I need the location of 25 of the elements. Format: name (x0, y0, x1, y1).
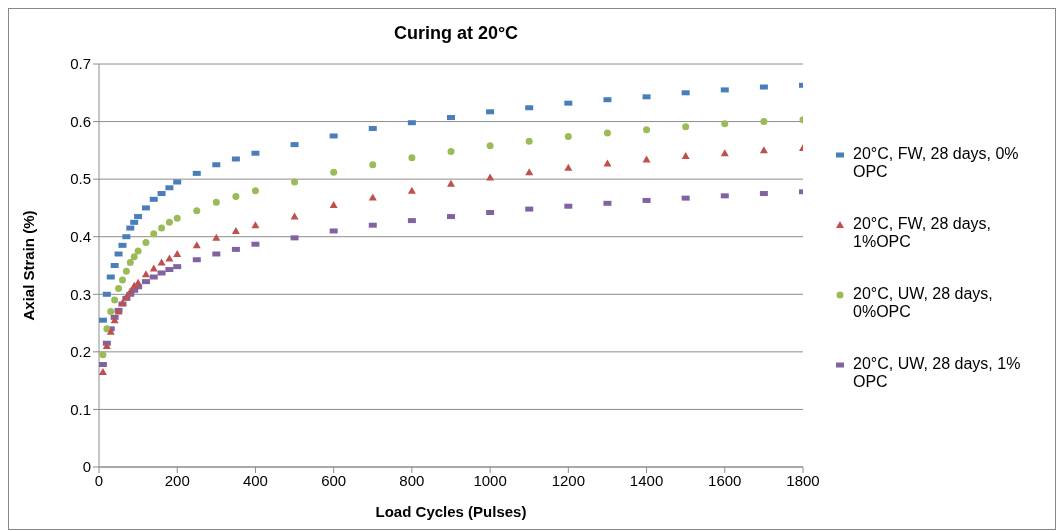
legend-label: 20°C, UW, 28 days, 1% OPC (853, 355, 1022, 391)
x-tick-label: 400 (242, 471, 268, 489)
y-tick-label: 0.2 (70, 343, 91, 361)
y-tick-label: 0 (82, 458, 91, 476)
x-axis-title: Load Cycles (Pulses) (375, 503, 527, 520)
x-tick-label: 600 (321, 471, 347, 489)
y-axis-title: Axial Strain (%) (20, 210, 38, 321)
y-tick-label: 0.5 (70, 170, 91, 188)
y-tick-label: 0.6 (70, 112, 91, 130)
x-tick-label: 800 (399, 471, 425, 489)
x-tick-label: 1800 (786, 471, 820, 489)
legend-label: 20°C, FW, 28 days, 0% OPC (853, 145, 1020, 181)
x-tick-label: 0 (94, 471, 104, 489)
chart-title: Curing at 20°C (392, 23, 520, 44)
x-tick-label: 1400 (629, 471, 664, 489)
x-tick-label: 1200 (551, 471, 586, 489)
y-tick-label: 0.4 (70, 228, 91, 246)
x-tick-label: 1000 (473, 471, 507, 489)
x-tick-label: 1600 (708, 471, 742, 489)
y-tick-label: 0.7 (70, 55, 91, 73)
y-tick-label: 0.3 (70, 285, 91, 303)
x-tick-label: 200 (164, 471, 190, 489)
legend-label: 20°C, FW, 28 days, 1%OPC (853, 215, 992, 251)
y-tick-label: 0.1 (70, 400, 91, 418)
legend-label: 20°C, UW, 28 days, 0%OPC (853, 285, 994, 321)
